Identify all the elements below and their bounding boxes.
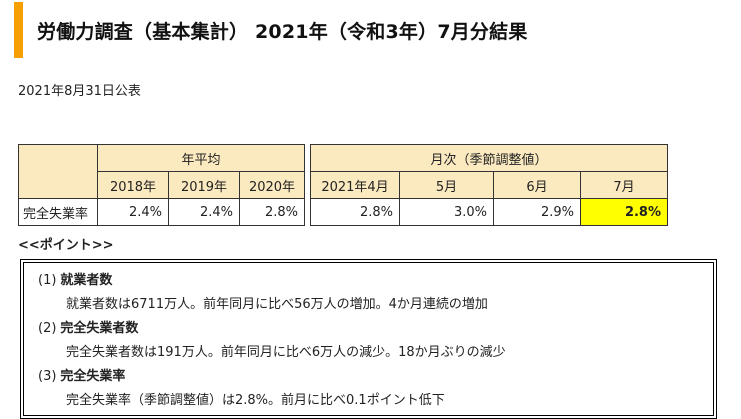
year-header-2018: 2018年 bbox=[97, 171, 169, 199]
value-jul-highlight: 2.8% bbox=[580, 198, 668, 226]
point-2-number: (2) bbox=[38, 321, 57, 336]
point-3-heading: (3) 完全失業率 bbox=[38, 365, 125, 384]
month-header-jul: 7月 bbox=[580, 171, 668, 199]
monthly-seasonal-header: 月次（季節調整値） bbox=[310, 144, 668, 172]
value-jun: 2.9% bbox=[493, 198, 581, 226]
value-apr: 2.8% bbox=[310, 198, 400, 226]
value-2019: 2.4% bbox=[168, 198, 240, 226]
point-2-heading: (2) 完全失業者数 bbox=[38, 317, 138, 336]
point-3-number: (3) bbox=[38, 369, 57, 384]
point-1-heading: (1) 就業者数 bbox=[38, 269, 112, 288]
year-header-2019: 2019年 bbox=[168, 171, 240, 199]
points-heading: <<ポイント>> bbox=[18, 238, 114, 253]
point-3-text: 完全失業率（季節調整値）は2.8%。前月に比べ0.1ポイント低下 bbox=[66, 393, 445, 408]
points-box: (1) 就業者数 就業者数は6711万人。前年同月に比べ56万人の増加。4か月連続… bbox=[20, 259, 717, 419]
month-header-may: 5月 bbox=[399, 171, 494, 199]
page-title: 労働力調査（基本集計） 2021年（令和3年）7月分結果 bbox=[37, 20, 528, 43]
page-title-bar: 労働力調査（基本集計） 2021年（令和3年）7月分結果 bbox=[14, 2, 734, 58]
row-label-unemployment-rate: 完全失業率 bbox=[18, 198, 98, 226]
publish-date: 2021年8月31日公表 bbox=[18, 84, 141, 99]
month-header-apr: 2021年4月 bbox=[310, 171, 400, 199]
point-3-title: 完全失業率 bbox=[60, 369, 126, 384]
value-may: 3.0% bbox=[399, 198, 494, 226]
point-2-title: 完全失業者数 bbox=[60, 321, 139, 336]
annual-average-header: 年平均 bbox=[97, 144, 305, 172]
value-2020: 2.8% bbox=[239, 198, 305, 226]
point-1-number: (1) bbox=[38, 273, 57, 288]
month-header-jun: 6月 bbox=[493, 171, 581, 199]
unemployment-table: 年平均 月次（季節調整値） 2018年 2019年 2020年 2021年4月 … bbox=[18, 144, 668, 226]
point-2-text: 完全失業者数は191万人。前年同月に比べ6万人の減少。18か月ぶりの減少 bbox=[66, 345, 506, 360]
value-2018: 2.4% bbox=[97, 198, 169, 226]
point-1-text: 就業者数は6711万人。前年同月に比べ56万人の増加。4か月連続の増加 bbox=[66, 297, 488, 312]
year-header-2020: 2020年 bbox=[239, 171, 305, 199]
table-corner-cell bbox=[18, 144, 98, 199]
point-1-title: 就業者数 bbox=[60, 273, 113, 288]
